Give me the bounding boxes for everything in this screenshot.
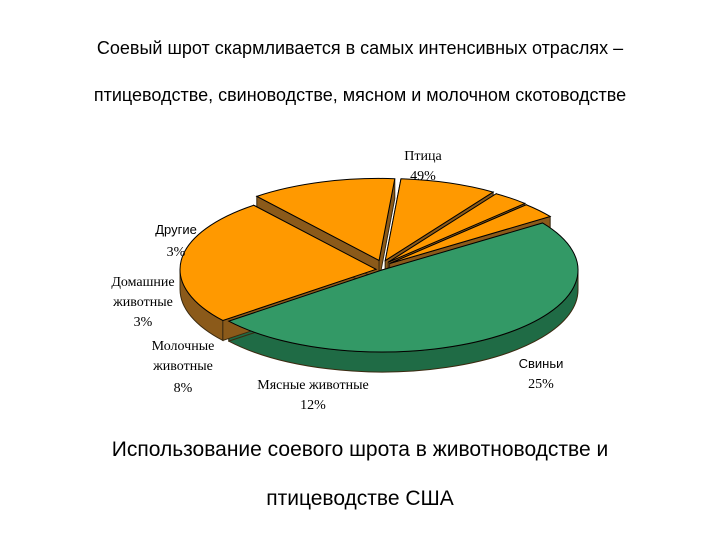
slice-value-label: 8% [174, 381, 193, 396]
slice-label: Домашние [111, 275, 174, 290]
slice-label: Мясные животные [257, 378, 368, 393]
slice-label: животные [112, 295, 173, 310]
pie-slice [227, 222, 579, 353]
slice-label: Молочные [152, 339, 215, 354]
slice-value-label: 25% [528, 377, 554, 392]
slice-label: Птица [404, 149, 442, 164]
chart-heading-line-1: Соевый шрот скармливается в самых интенс… [96, 38, 624, 58]
pie-labels: Птица 49% Свиньи 25% Мясные животные 12% Молоч… [111, 149, 563, 413]
chart-heading-line-2: птицеводстве, свиноводстве, мясном и мол… [93, 85, 627, 105]
pie-slice [179, 204, 378, 322]
slice-value-label: 3% [134, 315, 153, 330]
chart-caption-line-1: Использование соевого шрота в животновод… [111, 438, 609, 461]
slice-value-label: 3% [167, 245, 186, 260]
pie-slice [387, 193, 527, 263]
slice-label: Свиньи [519, 356, 564, 371]
pie-slice [389, 204, 552, 264]
slice-value-label: 12% [300, 398, 326, 413]
slice-label: животные [152, 359, 213, 374]
slice-value-label: 49% [410, 169, 436, 184]
pie-slice [384, 178, 495, 262]
chart-caption-line-2: птицеводстве США [266, 487, 454, 510]
pie-slice [255, 177, 396, 262]
pie-slices [179, 177, 579, 353]
slice-label: Другие [155, 222, 197, 237]
